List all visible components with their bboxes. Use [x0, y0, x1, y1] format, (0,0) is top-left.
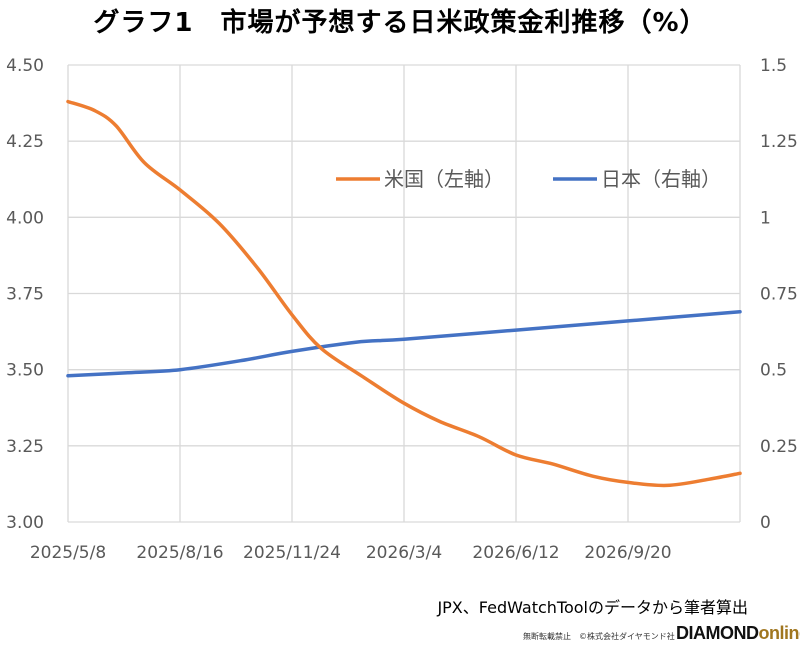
left-tick-label: 3.25: [6, 437, 44, 457]
right-tick-label: 1.25: [760, 132, 798, 152]
copyright-note: 無断転載禁止 ©株式会社ダイヤモンド社: [523, 632, 675, 641]
right-tick-label: 1: [760, 208, 771, 228]
right-tick-label: 0: [760, 513, 771, 533]
chart-title: グラフ1 市場が予想する日米政策金利推移（%）: [93, 8, 707, 38]
x-tick-label: 2026/3/4: [366, 543, 442, 563]
right-tick-label: 0.5: [760, 361, 787, 381]
brand-part2: online: [758, 623, 800, 643]
right-tick-label: 0.75: [760, 285, 798, 305]
x-tick-label: 2025/5/8: [30, 543, 106, 563]
brand-logo: DIAMONDonline: [676, 623, 800, 644]
brand-part1: DIAMOND: [676, 623, 759, 643]
legend-label-japan: 日本（右軸）: [601, 167, 721, 191]
left-tick-label: 4.50: [6, 56, 44, 76]
x-tick-label: 2026/9/20: [584, 543, 671, 563]
left-tick-label: 4.25: [6, 132, 44, 152]
legend: 米国（左軸） 日本（右軸）: [336, 167, 721, 191]
x-axis: 2025/5/8 2025/8/16 2025/11/24 2026/3/4 2026/…: [30, 543, 672, 563]
x-tick-label: 2026/6/12: [472, 543, 559, 563]
right-axis: 0 0.25 0.5 0.75 1 1.25 1.5: [760, 56, 798, 533]
left-axis: 3.00 3.25 3.50 3.75 4.00 4.25 4.50: [6, 56, 44, 533]
series-japan-line: [66, 310, 742, 378]
series-us-line: [66, 99, 742, 488]
series-layer: [66, 99, 742, 488]
right-tick-label: 0.25: [760, 437, 798, 457]
right-tick-label: 1.5: [760, 56, 787, 76]
grid: [67, 64, 741, 523]
left-tick-label: 3.00: [6, 513, 44, 533]
left-tick-label: 4.00: [6, 208, 44, 228]
left-tick-label: 3.75: [6, 285, 44, 305]
source-note: JPX、FedWatchToolのデータから筆者算出: [437, 598, 748, 617]
left-tick-label: 3.50: [6, 361, 44, 381]
legend-label-us: 米国（左軸）: [384, 167, 504, 191]
x-tick-label: 2025/11/24: [243, 543, 341, 563]
x-tick-label: 2025/8/16: [136, 543, 223, 563]
